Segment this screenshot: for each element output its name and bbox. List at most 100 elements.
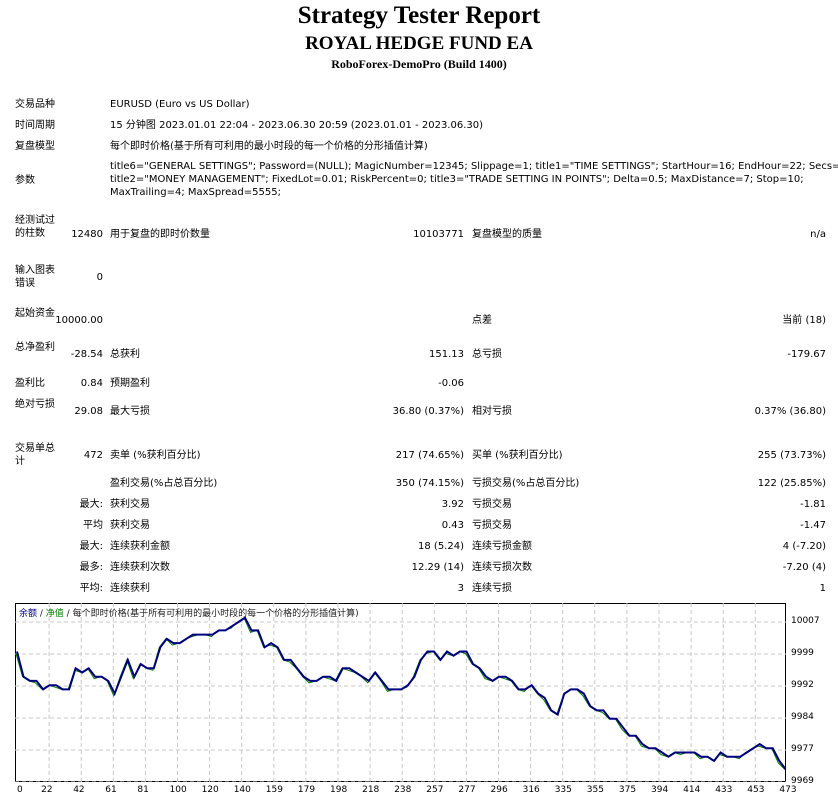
ticks-value: 10103771 bbox=[413, 229, 464, 240]
period-label: 时间周期 bbox=[15, 120, 55, 131]
x-tick-label: 81 bbox=[137, 785, 149, 795]
y-tick-label: 10007 bbox=[791, 616, 820, 626]
short-trades-value: 217 (74.65%) bbox=[395, 450, 464, 461]
avg-prefix: 平均: bbox=[79, 583, 103, 594]
x-tick-label: 277 bbox=[458, 785, 476, 795]
x-tick-label: 42 bbox=[73, 785, 85, 795]
max-prefix: 最大: bbox=[79, 541, 103, 552]
avg-consec-wins-value: 3 bbox=[457, 583, 464, 594]
profit-trades-label: 盈利交易(%占总百分比) bbox=[110, 478, 218, 489]
gross-loss-value: -179.67 bbox=[787, 349, 826, 360]
most-prefix: 最多: bbox=[79, 562, 103, 573]
symbol-label: 交易品种 bbox=[15, 99, 55, 110]
x-tick-label: 414 bbox=[683, 785, 701, 795]
legend-equity: 净值 bbox=[45, 609, 64, 619]
max-consec-loss-label: 连续亏损次数 bbox=[472, 562, 532, 573]
expected-payoff-value: -0.06 bbox=[438, 378, 464, 389]
y-tick-label: 9969 bbox=[791, 776, 814, 786]
y-tick-label: 9999 bbox=[791, 648, 814, 658]
rel-drawdown-value: 0.37% (36.80) bbox=[754, 406, 826, 417]
gross-profit-label: 总获利 bbox=[110, 349, 140, 360]
server-build: RoboForex-DemoPro (Build 1400) bbox=[331, 57, 507, 71]
x-tick-label: 316 bbox=[522, 785, 540, 795]
max-drawdown-label: 最大亏损 bbox=[110, 406, 150, 417]
largest-profit-value: 3.92 bbox=[441, 499, 464, 510]
ticks-label: 用于复盘的即时价数量 bbox=[110, 229, 210, 240]
abs-drawdown-value: 29.08 bbox=[74, 406, 103, 417]
x-tick-label: 22 bbox=[41, 785, 53, 795]
abs-drawdown-label: 绝对亏损 bbox=[15, 399, 55, 410]
max-consec-wins-value: 18 (5.24) bbox=[418, 541, 464, 552]
x-tick-label: 433 bbox=[715, 785, 733, 795]
gross-loss-label: 总亏损 bbox=[472, 349, 502, 360]
bars-label: 经测试过的柱数 bbox=[15, 215, 55, 239]
params-label: 参数 bbox=[15, 175, 35, 186]
model-value: 每个即时价格(基于所有可利用的最小时段的每一个价格的分形插值计算) bbox=[110, 141, 428, 152]
params-line-3: MaxTrailing=4; MaxSpread=5555; bbox=[110, 187, 281, 198]
x-tick-label: 120 bbox=[201, 785, 219, 795]
x-tick-label: 355 bbox=[586, 785, 604, 795]
model-label: 复盘模型 bbox=[15, 141, 55, 152]
loss-trades-value: 122 (25.85%) bbox=[757, 478, 826, 489]
x-tick-label: 140 bbox=[233, 785, 251, 795]
net-profit-value: -28.54 bbox=[70, 349, 103, 360]
x-tick-label: 100 bbox=[169, 785, 187, 795]
x-tick-label: 238 bbox=[394, 785, 412, 795]
legend-separator: / bbox=[37, 609, 46, 619]
long-trades-label: 买单 (%获利百分比) bbox=[472, 450, 563, 461]
quality-value: n/a bbox=[810, 229, 826, 240]
quality-label: 复盘模型的质量 bbox=[472, 229, 542, 240]
average-prefix: 平均 bbox=[83, 520, 103, 531]
max-consec-wins-label: 连续获利金额 bbox=[110, 541, 170, 552]
y-tick-label: 9977 bbox=[791, 744, 814, 754]
legend-balance: 余额 bbox=[19, 609, 38, 619]
params-line-2: title2="MONEY MANAGEMENT"; FixedLot=0.01… bbox=[110, 174, 804, 185]
x-tick-label: 0 bbox=[17, 785, 23, 795]
avg-consec-losses-value: 1 bbox=[819, 583, 826, 594]
params-line-1: title6="GENERAL SETTINGS"; Password=(NUL… bbox=[110, 161, 838, 172]
y-tick-label: 9992 bbox=[791, 680, 814, 690]
net-profit-label: 总净盈利 bbox=[15, 342, 55, 353]
legend-separator: / bbox=[63, 609, 73, 619]
largest-prefix: 最大: bbox=[79, 499, 103, 510]
max-consec-loss-value: -7.20 (4) bbox=[782, 562, 826, 573]
short-trades-label: 卖单 (%获利百分比) bbox=[110, 450, 201, 461]
period-value: 15 分钟图 2023.01.01 22:04 - 2023.06.30 20:… bbox=[110, 120, 484, 131]
y-tick-label: 9984 bbox=[791, 712, 814, 722]
errors-value: 0 bbox=[96, 272, 103, 283]
max-consec-losses-value: 4 (-7.20) bbox=[782, 541, 826, 552]
x-tick-label: 473 bbox=[779, 785, 797, 795]
average-profit-label: 获利交易 bbox=[110, 520, 150, 531]
loss-trades-label: 亏损交易(%占总百分比) bbox=[472, 478, 580, 489]
average-loss-value: -1.47 bbox=[800, 520, 826, 531]
x-tick-label: 218 bbox=[362, 785, 380, 795]
max-consec-losses-label: 连续亏损金额 bbox=[472, 541, 532, 552]
profit-factor-value: 0.84 bbox=[80, 378, 103, 389]
ea-name: ROYAL HEDGE FUND EA bbox=[305, 33, 533, 54]
average-profit-value: 0.43 bbox=[441, 520, 464, 531]
average-loss-label: 亏损交易 bbox=[472, 520, 512, 531]
profit-trades-value: 350 (74.15%) bbox=[395, 478, 464, 489]
max-consec-profit-value: 12.29 (14) bbox=[411, 562, 464, 573]
total-trades-value: 472 bbox=[83, 450, 103, 461]
spread-value: 当前 (18) bbox=[782, 315, 826, 326]
legend-model: 每个即时价格(基于所有可利用的最小时段的每一个价格的分形插值计算) bbox=[72, 609, 359, 619]
x-tick-label: 375 bbox=[618, 785, 637, 795]
rel-drawdown-label: 相对亏损 bbox=[472, 406, 512, 417]
x-tick-label: 335 bbox=[554, 785, 572, 795]
total-trades-label: 交易单总计 bbox=[15, 443, 55, 467]
bars-value: 12480 bbox=[71, 229, 103, 240]
x-tick-label: 159 bbox=[265, 785, 283, 795]
errors-label: 输入图表错误 bbox=[15, 265, 55, 289]
gross-profit-value: 151.13 bbox=[429, 349, 464, 360]
chart-plot bbox=[15, 603, 786, 782]
x-tick-label: 179 bbox=[297, 785, 316, 795]
deposit-label: 起始资金 bbox=[15, 308, 55, 319]
x-tick-label: 257 bbox=[426, 785, 444, 795]
x-tick-label: 198 bbox=[330, 785, 348, 795]
symbol-value: EURUSD (Euro vs US Dollar) bbox=[110, 99, 250, 110]
x-tick-label: 61 bbox=[105, 785, 117, 795]
chart-legend: 余额 / 净值 / 每个即时价格(基于所有可利用的最小时段的每一个价格的分形插值… bbox=[19, 606, 359, 619]
avg-consec-losses-label: 连续亏损 bbox=[472, 583, 512, 594]
report-title: Strategy Tester Report bbox=[297, 2, 541, 29]
